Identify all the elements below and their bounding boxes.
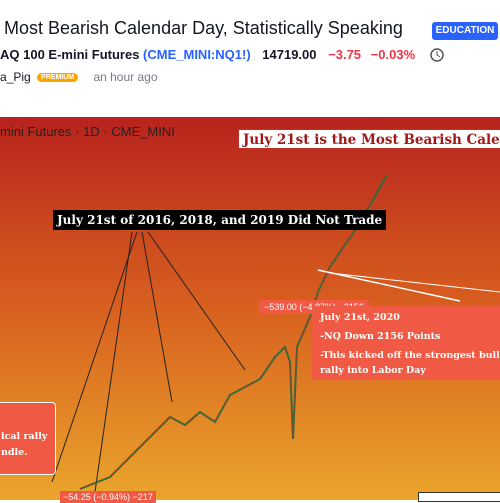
- idea-title: Most Bearish Calendar Day, Statistically…: [4, 18, 403, 38]
- symbol-name: AQ 100 E-mini Futures: [0, 47, 140, 62]
- change-pct: −0.03%: [370, 47, 416, 62]
- author[interactable]: a_Pig: [0, 70, 31, 84]
- label-box: [418, 492, 500, 502]
- category-badge[interactable]: EDUCATION: [432, 22, 498, 40]
- time: an hour ago: [93, 70, 158, 84]
- callout-line: -This kicked off the strongest bull: [320, 350, 500, 361]
- premium-badge: PREMIUM: [37, 73, 79, 82]
- callout-line: -NQ Down 2156 Points: [320, 331, 441, 342]
- note-label: July 21st of 2016, 2018, and 2019 Did No…: [53, 210, 387, 230]
- change: −3.75: [328, 47, 362, 62]
- price: 14719.00: [262, 47, 317, 62]
- author-line: a_Pig PREMIUM an hour ago: [0, 70, 158, 84]
- symbol-link[interactable]: (CME_MINI:NQ1!): [143, 47, 251, 62]
- left-callout: ical rally ndle.: [0, 402, 56, 475]
- callout-line: July 21st, 2020: [320, 312, 400, 323]
- alert-icon[interactable]: [428, 46, 446, 64]
- symbol-line: AQ 100 E-mini Futures (CME_MINI:NQ1!) 14…: [0, 47, 415, 62]
- chart-legend: mini Futures · 1D · CME_MINI: [0, 124, 175, 139]
- callout-line: rally into Labor Day: [320, 365, 426, 376]
- callout: July 21st, 2020 -NQ Down 2156 Points -Th…: [312, 306, 500, 380]
- callout-line: ical rally: [1, 431, 48, 442]
- chart-title-box: July 21st is the Most Bearish Calenda: [238, 129, 500, 149]
- callout-line: ndle.: [1, 447, 28, 458]
- bottom-label: −54.25 (−0.94%) −217: [60, 491, 156, 503]
